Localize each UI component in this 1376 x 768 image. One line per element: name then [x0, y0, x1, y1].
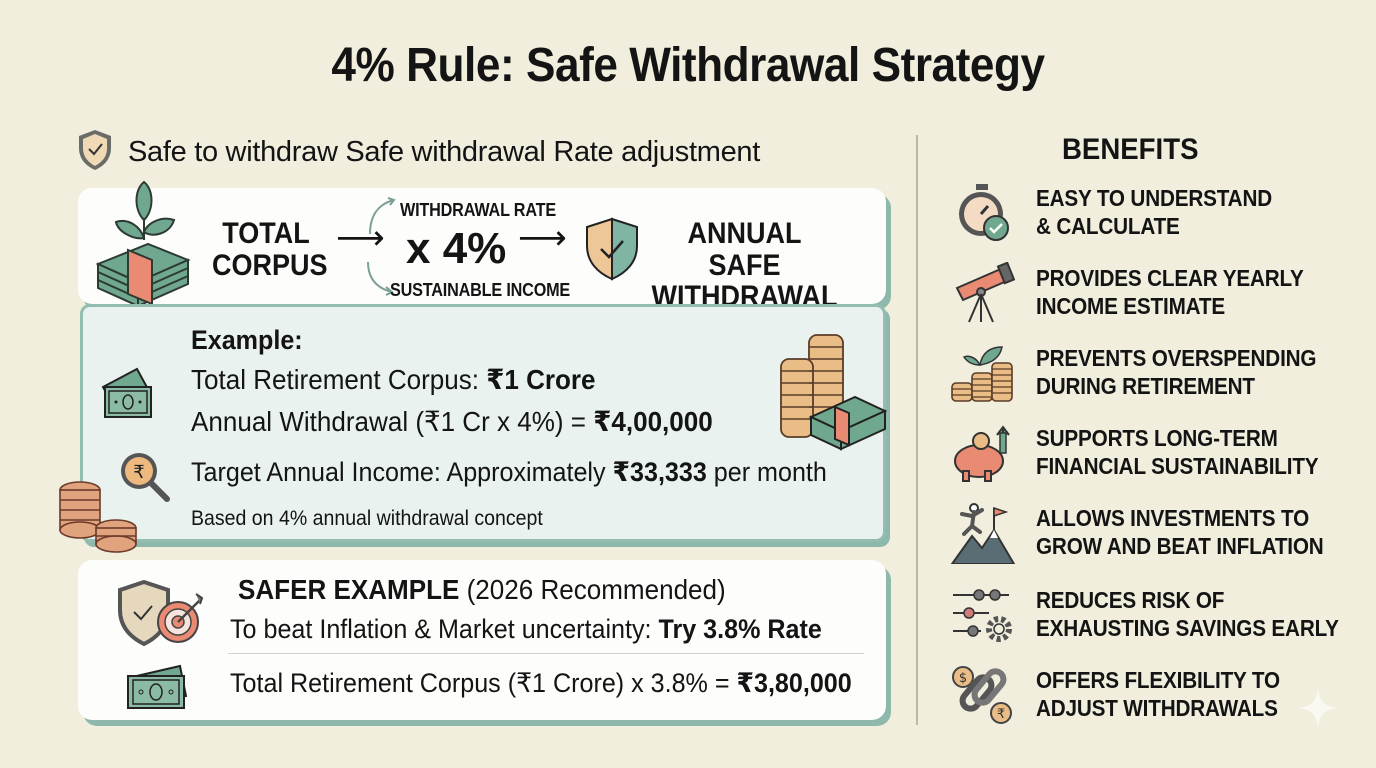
- safer-example-card: SAFER EXAMPLE (2026 Recommended) To beat…: [78, 560, 886, 720]
- benefits-title: BENEFITS: [1062, 133, 1199, 166]
- coins-plant-icon: [948, 340, 1018, 406]
- withdrawal-rate-label: WITHDRAWAL RATE: [400, 200, 556, 220]
- income-suffix: per month: [706, 457, 827, 487]
- sparkle-icon: [1298, 688, 1338, 733]
- multiplier-value: x 4%: [406, 224, 507, 273]
- benefit-line1: PROVIDES CLEAR YEARLY: [1036, 265, 1304, 292]
- example-note: Based on 4% annual withdrawal concept: [191, 507, 543, 530]
- subtitle-text: Safe to withdraw Safe withdrawal Rate ad…: [128, 136, 760, 168]
- benefit-line1: REDUCES RISK OF: [1036, 587, 1225, 614]
- benefit-item: ALLOWS INVESTMENTS TO GROW AND BEAT INFLA…: [948, 498, 1373, 568]
- benefit-line2: & CALCULATE: [1036, 213, 1180, 239]
- safer-heading-bold: SAFER EXAMPLE: [238, 574, 460, 605]
- svg-text:$: $: [959, 671, 967, 686]
- income-prefix: Target Annual Income: Approximately: [191, 457, 613, 487]
- safer-rate-line: To beat Inflation & Market uncertainty: …: [230, 614, 822, 645]
- coin-stack-icon: [54, 478, 140, 559]
- column-divider: [916, 135, 918, 725]
- piggy-bank-icon: [948, 420, 1018, 486]
- chain-currency-icon: $ ₹: [948, 662, 1018, 728]
- benefit-line2: GROW AND BEAT INFLATION: [1036, 533, 1324, 559]
- total-corpus-line1: TOTAL: [222, 217, 310, 250]
- benefit-line2: DURING RETIREMENT: [1036, 373, 1255, 399]
- safer-heading: SAFER EXAMPLE (2026 Recommended): [238, 574, 726, 606]
- benefit-item: EASY TO UNDERSTAND & CALCULATE: [948, 178, 1373, 248]
- benefit-item: $ ₹ OFFERS FLEXIBILITY TO ADJUST WITHDRAW…: [948, 660, 1373, 730]
- svg-text:₹: ₹: [997, 707, 1005, 722]
- benefit-line2: EXHAUSTING SAVINGS EARLY: [1036, 615, 1339, 641]
- annual-safe-line1: ANNUAL SAFE: [687, 217, 802, 282]
- benefit-line1: PREVENTS OVERSPENDING: [1036, 345, 1317, 372]
- total-corpus-label: TOTAL CORPUS: [212, 217, 328, 282]
- withdrawal-line: Annual Withdrawal (₹1 Cr x 4%) = ₹4,00,0…: [191, 405, 713, 438]
- example-card: Example: Total Retirement Corpus: ₹1 Cro…: [80, 304, 888, 542]
- safer-calc-prefix: Total Retirement Corpus (₹1 Crore) x 3.8…: [230, 668, 737, 698]
- benefit-line2: ADJUST WITHDRAWALS: [1036, 695, 1278, 721]
- example-heading: Example:: [191, 325, 303, 355]
- income-line: Target Annual Income: Approximately ₹33,…: [191, 457, 827, 488]
- separator: [228, 653, 864, 654]
- benefit-line1: SUPPORTS LONG-TERM: [1036, 425, 1278, 452]
- benefit-line1: OFFERS FLEXIBILITY TO: [1036, 667, 1280, 694]
- corpus-line: Total Retirement Corpus: ₹1 Crore: [191, 363, 596, 396]
- shield-target-icon: [116, 579, 206, 655]
- shield-check-icon: [583, 216, 641, 287]
- withdrawal-prefix: Annual Withdrawal (₹1 Cr x 4%) =: [191, 406, 594, 437]
- safer-rate-value: Try 3.8% Rate: [658, 614, 822, 644]
- benefit-item: PROVIDES CLEAR YEARLY INCOME ESTIMATE: [948, 258, 1373, 328]
- arrow-right-icon: ⟶: [336, 219, 385, 257]
- safer-calc-line: Total Retirement Corpus (₹1 Crore) x 3.8…: [230, 668, 852, 699]
- safer-rate-prefix: To beat Inflation & Market uncertainty:: [230, 614, 659, 644]
- benefit-line2: FINANCIAL SUSTAINABILITY: [1036, 453, 1319, 479]
- telescope-icon: [948, 260, 1018, 326]
- benefit-item: REDUCES RISK OF EXHAUSTING SAVINGS EARLY: [948, 580, 1373, 650]
- cash-icon: [97, 365, 157, 426]
- coin-stack-icon: [777, 331, 888, 456]
- rupee-search-icon: ₹: [117, 449, 173, 510]
- page-title: 4% Rule: Safe Withdrawal Strategy: [331, 39, 1045, 92]
- benefit-line1: EASY TO UNDERSTAND: [1036, 185, 1272, 212]
- curve-arrow-down-icon: [367, 261, 394, 296]
- corpus-prefix: Total Retirement Corpus:: [191, 364, 487, 395]
- sustainable-income-label: SUSTAINABLE INCOME: [390, 280, 571, 300]
- benefit-item: SUPPORTS LONG-TERM FINANCIAL SUSTAINABILI…: [948, 418, 1373, 488]
- money-plant-icon: [94, 180, 194, 310]
- total-corpus-line2: CORPUS: [212, 248, 328, 282]
- stopwatch-check-icon: [948, 180, 1018, 246]
- formula-card: TOTAL CORPUS ⟶ WITHDRAWAL RATE x 4% SUST…: [78, 180, 886, 312]
- income-value: ₹33,333: [612, 457, 707, 487]
- mountain-climber-icon: [948, 500, 1018, 566]
- shield-check-icon: [76, 128, 114, 177]
- cash-icon: [124, 664, 190, 717]
- arrow-right-icon: ⟶: [518, 219, 567, 257]
- svg-text:₹: ₹: [133, 462, 144, 483]
- withdrawal-value: ₹4,00,000: [593, 406, 713, 437]
- sliders-gear-icon: [948, 582, 1018, 648]
- corpus-value: ₹1 Crore: [486, 364, 596, 395]
- safer-calc-value: ₹3,80,000: [736, 668, 852, 698]
- safer-heading-suffix: (2026 Recommended): [459, 574, 726, 605]
- curve-arrow-up-icon: [369, 197, 396, 235]
- annual-safe-withdrawal-label: ANNUAL SAFE WITHDRAWAL: [650, 218, 839, 313]
- benefit-line2: INCOME ESTIMATE: [1036, 293, 1225, 319]
- benefit-item: PREVENTS OVERSPENDING DURING RETIREMENT: [948, 338, 1373, 408]
- benefit-line1: ALLOWS INVESTMENTS TO: [1036, 505, 1309, 532]
- subtitle: Safe to withdraw Safe withdrawal Rate ad…: [76, 128, 760, 177]
